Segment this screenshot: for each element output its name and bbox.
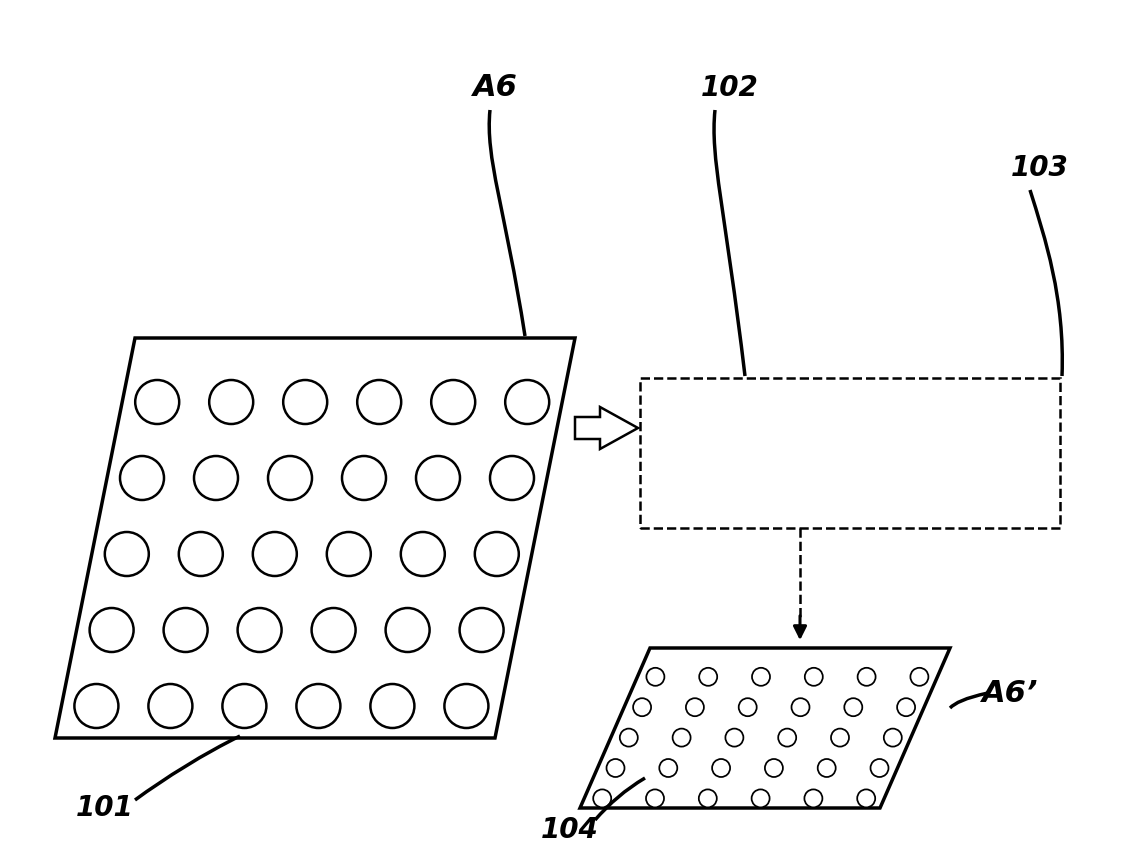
Circle shape <box>121 456 164 500</box>
Circle shape <box>74 684 118 728</box>
Circle shape <box>857 668 875 686</box>
Circle shape <box>659 759 678 777</box>
Circle shape <box>699 668 717 686</box>
Circle shape <box>164 608 208 652</box>
Text: 104: 104 <box>541 816 599 844</box>
Text: A6’: A6’ <box>981 679 1038 708</box>
Circle shape <box>845 698 862 716</box>
Circle shape <box>135 380 180 424</box>
Text: 102: 102 <box>702 74 758 102</box>
Circle shape <box>765 759 783 777</box>
Circle shape <box>725 728 744 746</box>
Circle shape <box>805 668 823 686</box>
Circle shape <box>818 759 836 777</box>
Circle shape <box>342 456 385 500</box>
Circle shape <box>606 759 624 777</box>
Circle shape <box>686 698 704 716</box>
Text: A6: A6 <box>473 74 517 102</box>
Circle shape <box>223 684 266 728</box>
Circle shape <box>252 532 297 576</box>
Bar <box>640 378 1060 528</box>
Text: 101: 101 <box>76 794 134 822</box>
Circle shape <box>857 789 875 807</box>
Circle shape <box>105 532 149 576</box>
Circle shape <box>194 456 238 500</box>
Circle shape <box>268 456 312 500</box>
Circle shape <box>897 698 915 716</box>
Circle shape <box>791 698 810 716</box>
Circle shape <box>752 668 770 686</box>
Circle shape <box>326 532 371 576</box>
Circle shape <box>673 728 690 746</box>
Circle shape <box>871 759 888 777</box>
Circle shape <box>505 380 549 424</box>
Circle shape <box>646 789 664 807</box>
Circle shape <box>752 789 770 807</box>
Circle shape <box>149 684 192 728</box>
Circle shape <box>312 608 356 652</box>
Circle shape <box>911 668 929 686</box>
FancyArrow shape <box>575 407 638 449</box>
Circle shape <box>416 456 460 500</box>
Circle shape <box>401 532 445 576</box>
Circle shape <box>699 789 716 807</box>
Circle shape <box>283 380 327 424</box>
Circle shape <box>90 608 134 652</box>
Circle shape <box>647 668 664 686</box>
Circle shape <box>179 532 223 576</box>
Circle shape <box>712 759 730 777</box>
Circle shape <box>739 698 757 716</box>
Circle shape <box>778 728 796 746</box>
Circle shape <box>371 684 414 728</box>
Text: 103: 103 <box>1011 154 1069 182</box>
Circle shape <box>883 728 902 746</box>
Circle shape <box>475 532 518 576</box>
Circle shape <box>357 380 401 424</box>
Circle shape <box>431 380 475 424</box>
Circle shape <box>831 728 849 746</box>
Polygon shape <box>580 648 951 808</box>
Circle shape <box>633 698 652 716</box>
Circle shape <box>459 608 504 652</box>
Circle shape <box>445 684 489 728</box>
Circle shape <box>238 608 282 652</box>
Circle shape <box>209 380 254 424</box>
Polygon shape <box>55 338 575 738</box>
Circle shape <box>297 684 340 728</box>
Circle shape <box>385 608 430 652</box>
Circle shape <box>804 789 822 807</box>
Circle shape <box>490 456 534 500</box>
Circle shape <box>620 728 638 746</box>
Circle shape <box>594 789 612 807</box>
